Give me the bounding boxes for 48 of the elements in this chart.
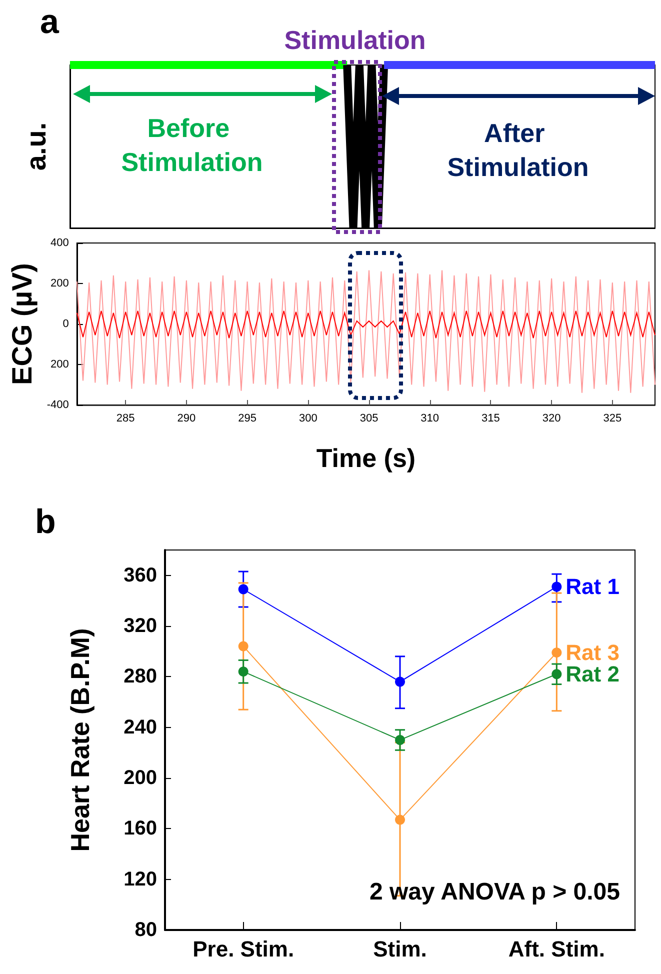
x-tick-label: 310 (420, 412, 440, 424)
y-tick-label: 320 (124, 615, 157, 637)
line-series (76, 270, 656, 394)
text: Before (147, 113, 230, 143)
point (395, 814, 405, 825)
annotation: Stimulation (121, 147, 263, 177)
annotation: 2 way ANOVA p > 0.05 (369, 878, 620, 906)
y-axis-title: a.u. (20, 122, 52, 171)
y-tick-label: -400 (46, 399, 69, 411)
x-tick-label: 290 (177, 412, 196, 424)
x-tick-label: Stim. (373, 936, 427, 962)
y-tick-label: 280 (124, 666, 157, 688)
y-tick-label: 400 (50, 237, 69, 249)
y-tick-label: 120 (124, 868, 157, 890)
x-tick-label: 285 (116, 412, 135, 424)
point (238, 584, 248, 594)
y-tick-label: 160 (124, 818, 157, 840)
line-series (76, 310, 656, 339)
text: Stimulation (284, 25, 426, 55)
y-axis-title: Heart Rate (B.P.M) (65, 628, 95, 852)
x-tick-label: 320 (542, 412, 561, 424)
point (395, 735, 405, 745)
point (238, 666, 248, 677)
y-tick-label: 200 (50, 358, 69, 370)
y-tick-label: 80 (134, 919, 157, 941)
x-tick-label: Aft. Stim. (508, 936, 605, 962)
point (395, 676, 405, 687)
series-label: Rat 1 (566, 574, 620, 600)
x-axis-title: Time (s) (316, 443, 416, 473)
point (552, 582, 562, 592)
annotation: After Stimulation (447, 118, 589, 182)
y-tick-label: 0 (62, 318, 69, 330)
y-tick-label: 240 (124, 716, 157, 738)
point (238, 641, 248, 652)
x-tick-label: Pre. Stim. (192, 936, 294, 962)
y-tick-label: 200 (124, 767, 157, 789)
point (552, 669, 562, 680)
chart-title: a (40, 3, 60, 41)
y-axis-title: ECG (µV) (6, 263, 38, 385)
x-tick-label: 295 (238, 412, 256, 424)
x-tick-label: 300 (298, 412, 318, 424)
y-tick-label: 200 (50, 278, 69, 290)
x-tick-label: 315 (482, 412, 500, 424)
point (552, 648, 562, 658)
y-tick-label: 360 (124, 564, 157, 586)
x-tick-label: 305 (360, 412, 378, 424)
x-tick-label: 325 (603, 412, 622, 424)
chart-title: b (35, 503, 56, 541)
